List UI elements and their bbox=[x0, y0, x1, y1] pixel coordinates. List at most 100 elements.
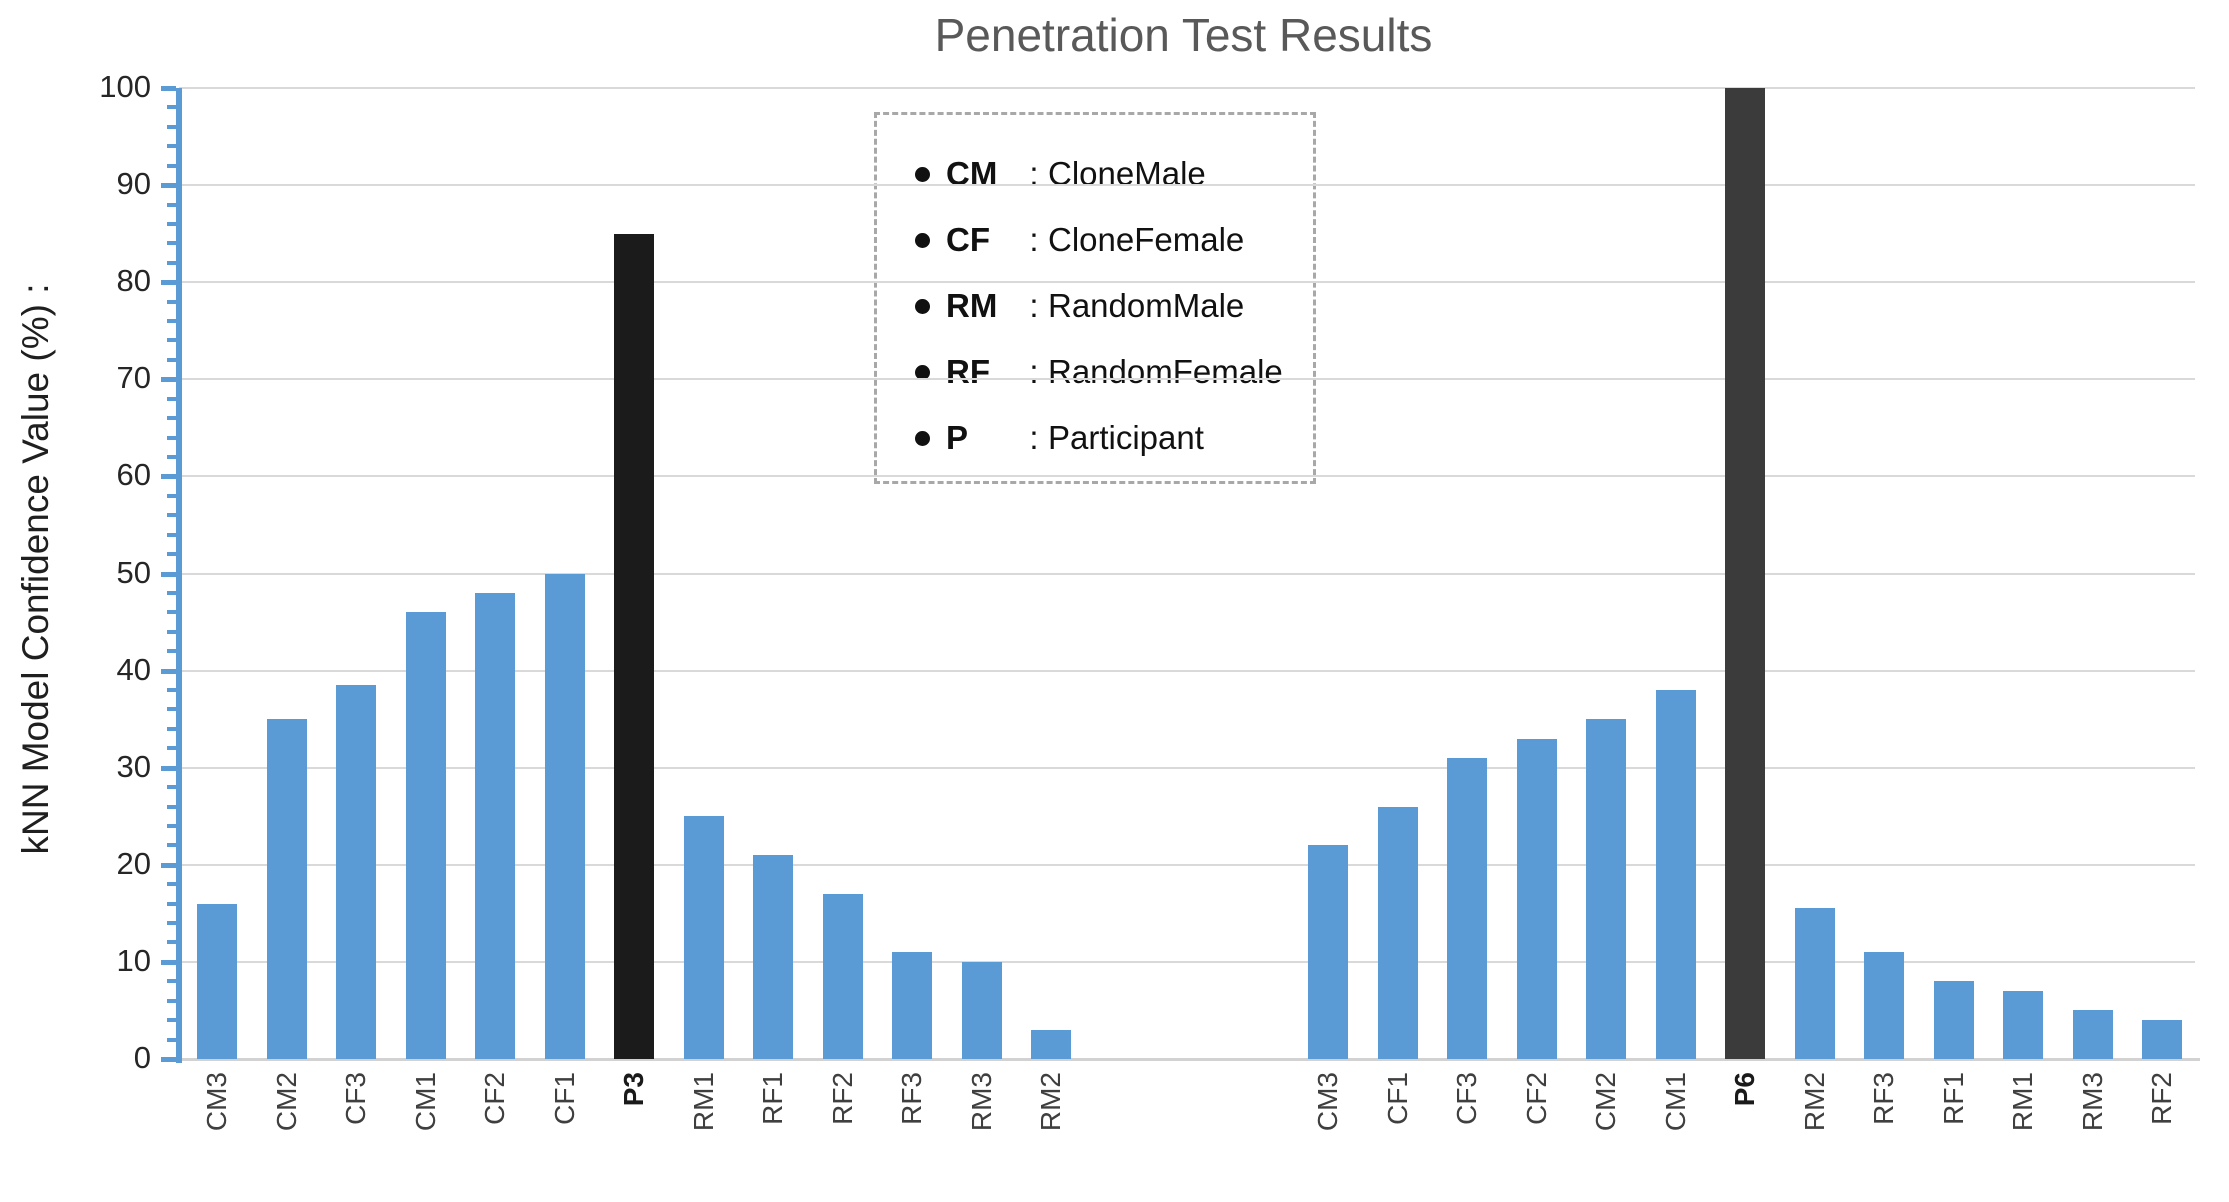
x-tick-label-p3-rf3: RF3 bbox=[896, 1072, 927, 1125]
y-minor-tick bbox=[167, 843, 176, 848]
x-tick-label-p6-rm2: RM2 bbox=[1798, 1072, 1830, 1132]
x-tick-label-p6-cm1: CM1 bbox=[1659, 1072, 1691, 1132]
y-major-tick bbox=[161, 377, 176, 383]
y-minor-tick bbox=[167, 901, 176, 906]
bar-p6-p6 bbox=[1725, 88, 1765, 1059]
y-minor-tick bbox=[167, 707, 176, 712]
x-tick-label-p3-rf1: RF1 bbox=[757, 1072, 788, 1125]
bar-p3-cf1 bbox=[544, 573, 585, 1059]
y-major-tick bbox=[161, 668, 176, 674]
y-minor-tick bbox=[167, 105, 176, 110]
bar-p3-cm3 bbox=[197, 903, 237, 1059]
legend-label: CloneMale bbox=[1048, 155, 1206, 192]
y-minor-tick bbox=[167, 124, 176, 129]
bar-p3-rm1 bbox=[683, 816, 724, 1059]
y-minor-tick bbox=[167, 532, 176, 537]
y-major-tick bbox=[161, 765, 176, 771]
y-minor-tick bbox=[167, 998, 176, 1003]
bar-p6-rf3 bbox=[1864, 952, 1904, 1059]
gridline-90 bbox=[179, 184, 2195, 187]
x-tick-label-p6-cf2: CF2 bbox=[1520, 1072, 1552, 1125]
legend-label: CloneFemale bbox=[1048, 221, 1245, 258]
x-tick-label-p3-cm1: CM1 bbox=[409, 1072, 441, 1132]
y-tick-label-10: 10 bbox=[116, 942, 151, 978]
y-minor-tick bbox=[167, 785, 176, 790]
y-minor-tick bbox=[167, 921, 176, 926]
bullet-icon bbox=[915, 364, 930, 380]
y-minor-tick bbox=[167, 357, 176, 362]
y-minor-tick bbox=[167, 454, 176, 459]
bar-p3-p3 bbox=[614, 233, 654, 1059]
y-minor-tick bbox=[167, 493, 176, 498]
x-tick-label-p6-cm3: CM3 bbox=[1312, 1072, 1343, 1132]
y-major-tick bbox=[161, 474, 176, 480]
bullet-icon bbox=[915, 430, 930, 446]
gridline-50 bbox=[179, 572, 2195, 575]
y-tick-label-20: 20 bbox=[116, 845, 151, 881]
legend-separator: : bbox=[1029, 353, 1039, 390]
bullet-icon bbox=[915, 166, 930, 182]
legend-item-randomfemale: RF : RandomFemale bbox=[915, 339, 1313, 405]
y-minor-tick bbox=[167, 726, 176, 731]
y-minor-tick bbox=[167, 1037, 176, 1042]
y-minor-tick bbox=[167, 319, 176, 324]
legend-abbr: P bbox=[946, 419, 969, 456]
bar-p6-cf1 bbox=[1377, 806, 1418, 1059]
y-minor-tick bbox=[167, 823, 176, 828]
y-major-tick bbox=[161, 1057, 176, 1062]
bar-p3-cf2 bbox=[475, 592, 515, 1059]
y-tick-label-0: 0 bbox=[133, 1040, 151, 1075]
x-tick-label-p3-cf3: CF3 bbox=[340, 1072, 371, 1125]
legend-item-randommale: RM : RandomMale bbox=[915, 273, 1313, 339]
x-tick-label-p6-cm2: CM2 bbox=[1590, 1072, 1621, 1132]
y-axis-title: kNN Model Confidence Value (%) : bbox=[15, 283, 56, 855]
legend-label: Participant bbox=[1048, 419, 1204, 456]
bar-p6-rf2 bbox=[2142, 1020, 2182, 1059]
x-tick-label-p6-rm3: RM3 bbox=[2076, 1072, 2108, 1132]
x-tick-label-p6-rf1: RF1 bbox=[1937, 1072, 1969, 1125]
y-minor-tick bbox=[167, 552, 176, 557]
y-minor-tick bbox=[167, 260, 176, 265]
legend-abbr: CF bbox=[946, 221, 990, 258]
y-minor-tick bbox=[167, 416, 176, 421]
bar-p6-rm2 bbox=[1794, 908, 1835, 1059]
bar-p6-cf2 bbox=[1516, 738, 1557, 1059]
y-major-tick bbox=[161, 86, 176, 91]
y-minor-tick bbox=[167, 590, 176, 595]
x-tick-label-p6-p6: P6 bbox=[1729, 1072, 1760, 1107]
legend-item-clonefemale: CF : CloneFemale bbox=[915, 207, 1313, 273]
y-tick-label-50: 50 bbox=[116, 554, 151, 590]
y-minor-tick bbox=[167, 144, 176, 149]
legend-label: RandomFemale bbox=[1048, 353, 1283, 390]
y-tick-label-40: 40 bbox=[116, 651, 151, 687]
gridline-40 bbox=[179, 669, 2195, 672]
legend-abbr: RM bbox=[946, 287, 998, 324]
x-tick-label-p3-rm1: RM1 bbox=[687, 1072, 719, 1132]
bar-p6-cm1 bbox=[1655, 690, 1696, 1059]
bar-p6-cm2 bbox=[1586, 719, 1626, 1059]
y-minor-tick bbox=[167, 241, 176, 246]
legend-separator: : bbox=[1029, 221, 1039, 258]
y-major-tick bbox=[161, 183, 176, 189]
y-minor-tick bbox=[167, 1018, 176, 1023]
y-minor-tick bbox=[167, 979, 176, 984]
x-tick-label-p3-cf2: CF2 bbox=[479, 1072, 510, 1125]
gridline-70 bbox=[179, 378, 2195, 381]
y-tick-label-100: 100 bbox=[99, 69, 151, 104]
bar-p3-rf3 bbox=[892, 952, 932, 1059]
bar-p3-cm1 bbox=[405, 612, 446, 1059]
y-minor-tick bbox=[167, 299, 176, 304]
y-tick-label-60: 60 bbox=[116, 457, 151, 493]
legend: CM : CloneMale CF : CloneFemale RM : Ran… bbox=[874, 112, 1316, 484]
gridline-20 bbox=[179, 863, 2195, 866]
bar-p3-rf1 bbox=[753, 855, 793, 1059]
bar-p6-cf3 bbox=[1447, 757, 1487, 1059]
y-tick-label-70: 70 bbox=[116, 360, 151, 396]
y-minor-tick bbox=[167, 338, 176, 343]
y-minor-tick bbox=[167, 396, 176, 401]
bar-p3-cf3 bbox=[336, 685, 376, 1059]
y-minor-tick bbox=[167, 629, 176, 634]
y-minor-tick bbox=[167, 610, 176, 615]
bar-p3-rm2 bbox=[1031, 1029, 1071, 1059]
